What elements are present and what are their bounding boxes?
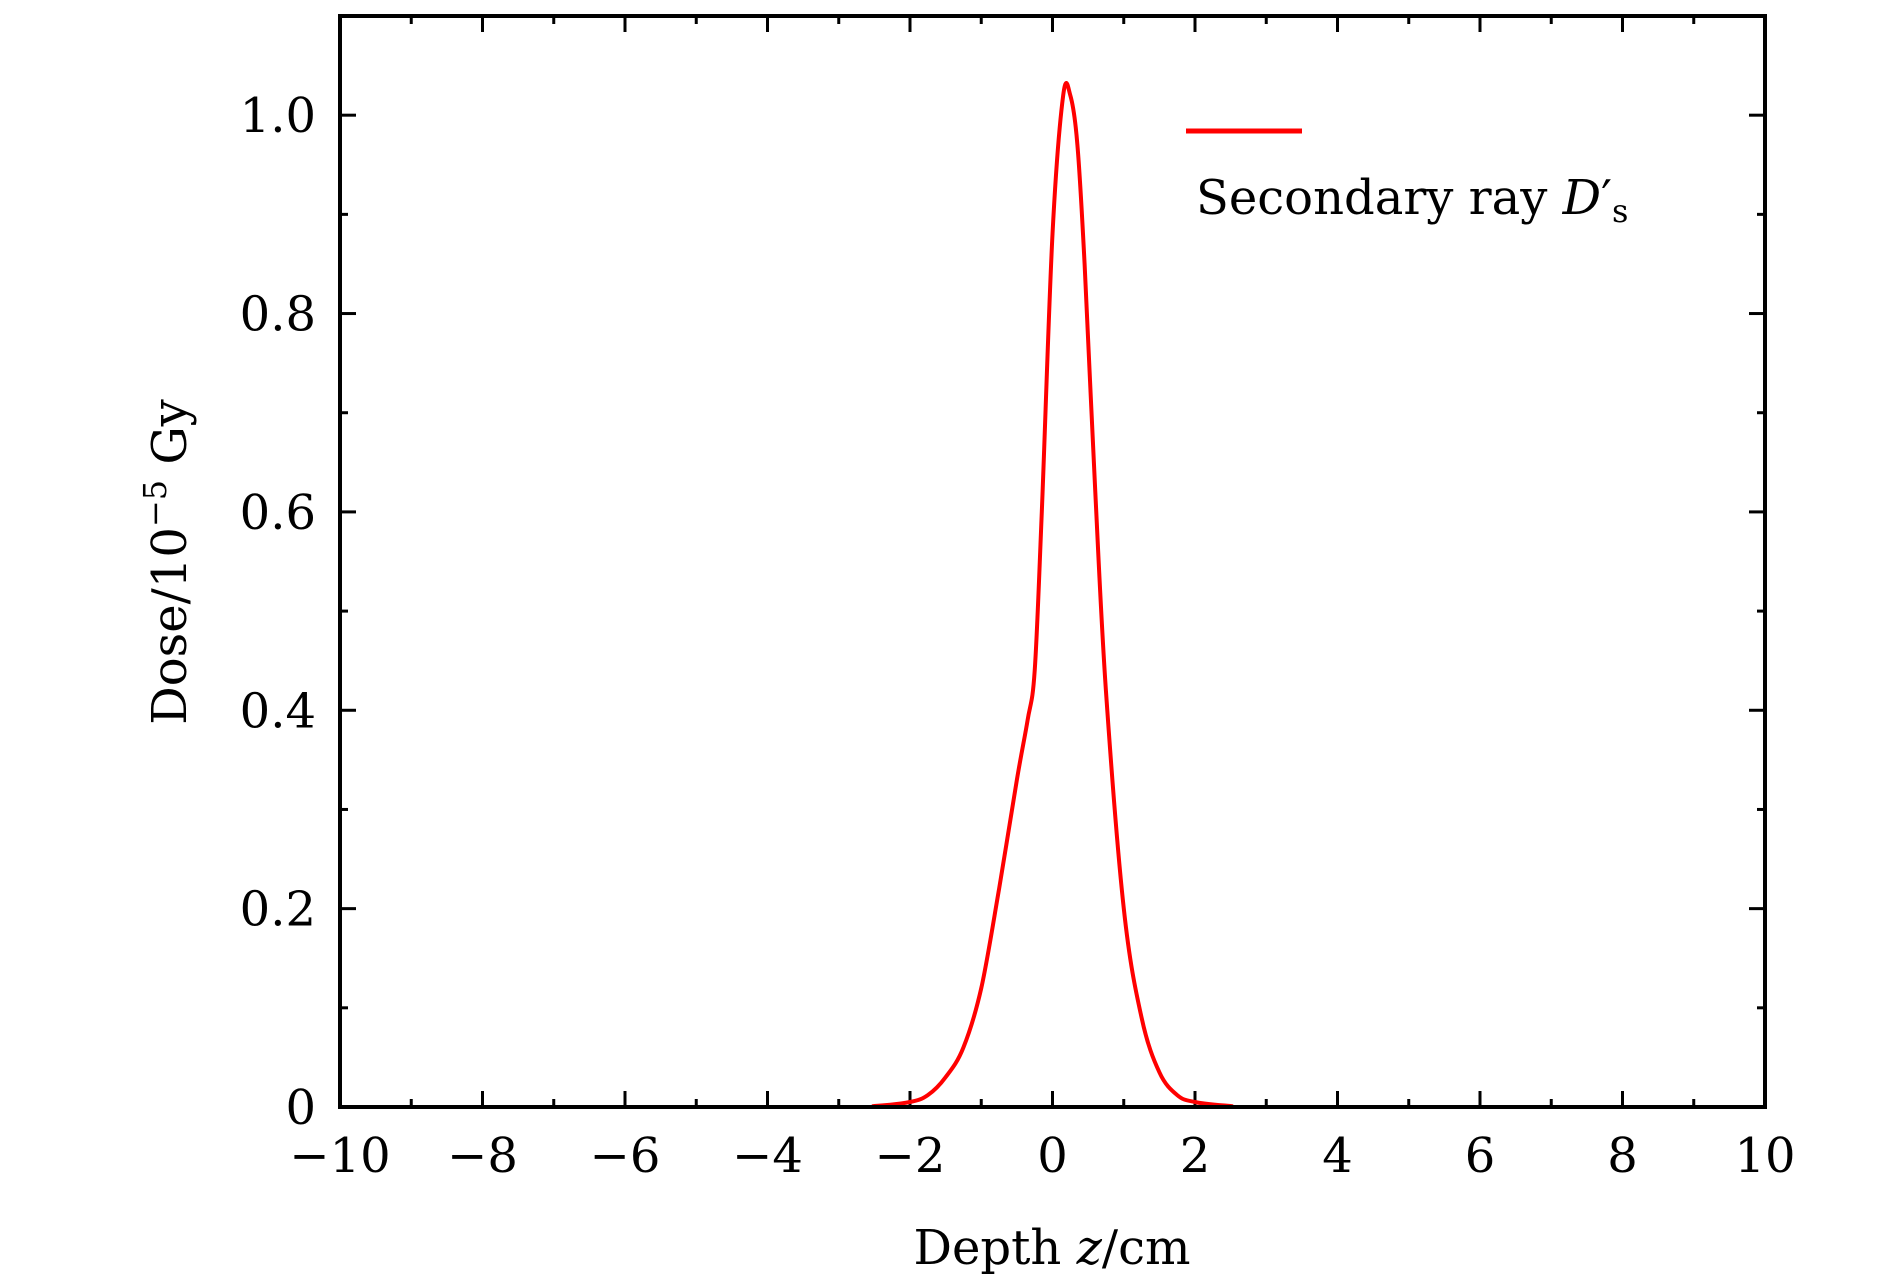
y-tick-label: 0.4: [240, 683, 316, 739]
x-tick-label: 10: [1734, 1128, 1795, 1184]
y-tick-label: 0.8: [240, 287, 316, 343]
y-tick-label: 0.2: [240, 882, 316, 938]
x-tick-label: −6: [590, 1128, 661, 1184]
x-tick-label: −2: [875, 1128, 946, 1184]
x-tick-label: 4: [1322, 1128, 1353, 1184]
tick-labels: −10 −8 −6 −4 −2 0 2 4 6 8 10 0 0.2 0.4 0.6 0.8 1.0: [240, 88, 1796, 1184]
x-tick-label: 0: [1037, 1128, 1068, 1184]
y-tick-label: 0: [285, 1080, 316, 1136]
x-tick-label: −4: [732, 1128, 803, 1184]
major-ticks: [338, 16, 1767, 1109]
x-tick-label: 2: [1180, 1128, 1211, 1184]
y-tick-label: 1.0: [240, 88, 316, 144]
x-tick-label: 8: [1607, 1128, 1638, 1184]
x-axis-title: Depth z/cm: [914, 1220, 1191, 1276]
x-tick-label: −10: [289, 1128, 390, 1184]
series-line-secondary-ray: [338, 80, 1767, 1110]
plot-area-frame: [338, 14, 1767, 1109]
x-tick-label: 6: [1465, 1128, 1496, 1184]
y-axis-title: Dose/10−5 Gy: [136, 399, 198, 725]
legend-label: Secondary ray D′s: [1196, 170, 1628, 230]
y-tick-label: 0.6: [240, 485, 316, 541]
x-tick-label: −8: [447, 1128, 518, 1184]
